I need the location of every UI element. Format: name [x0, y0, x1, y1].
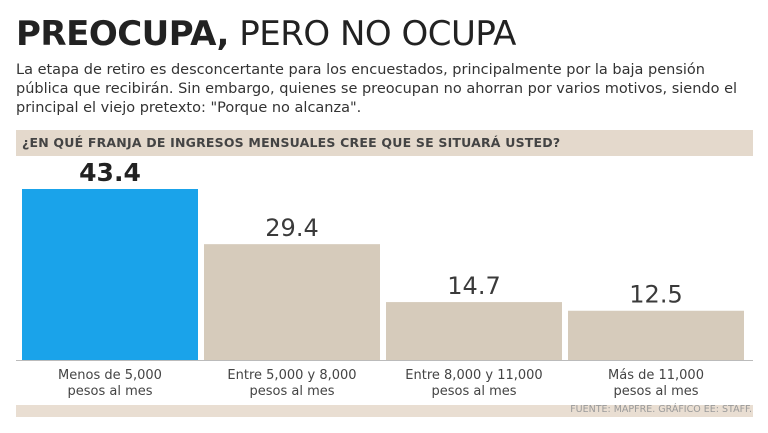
value-label-1: 43.4 — [79, 158, 141, 187]
value-label-2: 29.4 — [265, 214, 318, 242]
title-bold: PREOCUPA, — [16, 14, 229, 54]
chart-title: ¿EN QUÉ FRANJA DE INGRESOS MENSUALES CRE… — [22, 135, 561, 150]
page-title: PREOCUPA, PERO NO OCUPA — [16, 14, 516, 54]
bar-1 — [22, 189, 198, 360]
chart-title-band: ¿EN QUÉ FRANJA DE INGRESOS MENSUALES CRE… — [16, 130, 753, 156]
value-label-4: 12.5 — [629, 281, 682, 309]
category-label-1: Menos de 5,000 pesos al mes — [58, 368, 162, 399]
bar-2 — [204, 244, 380, 360]
category-label-3: Entre 8,000 y 11,000 pesos al mes — [405, 368, 542, 399]
bar-3 — [386, 302, 562, 360]
footer-band — [16, 405, 753, 417]
subtitle: La etapa de retiro es desconcertante par… — [16, 62, 738, 116]
category-label-4: Más de 11,000 pesos al mes — [608, 368, 704, 399]
title-light: PERO NO OCUPA — [228, 14, 516, 54]
value-label-3: 14.7 — [447, 272, 500, 300]
category-label-2: Entre 5,000 y 8,000 pesos al mes — [227, 368, 356, 399]
source-note: FUENTE: MAPFRE. GRÁFICO EE: STAFF. — [570, 404, 752, 415]
bar-4 — [568, 310, 744, 360]
